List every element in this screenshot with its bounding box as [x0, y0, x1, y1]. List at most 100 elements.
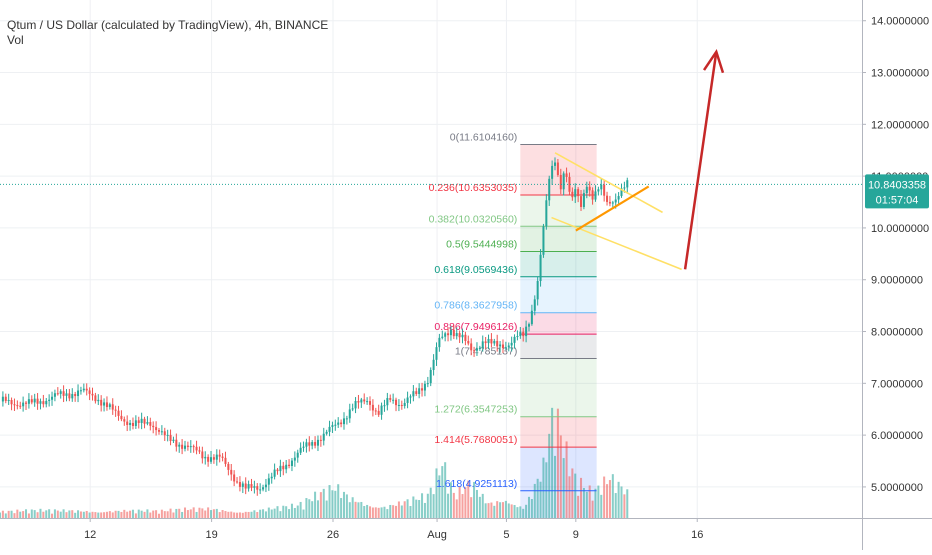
- volume-bar: [403, 501, 406, 518]
- volume-bar: [82, 511, 85, 518]
- candle: [74, 391, 77, 402]
- candle: [366, 397, 369, 405]
- candle: [175, 433, 178, 452]
- channel-upper-line: [554, 152, 663, 214]
- volume-bar: [562, 458, 565, 518]
- candle-body: [88, 390, 91, 394]
- volume-bar: [19, 511, 22, 518]
- candle-body: [111, 404, 114, 410]
- volume-bar: [56, 510, 59, 518]
- candle: [230, 463, 233, 481]
- volume-bar: [568, 476, 571, 518]
- candle-body: [33, 398, 36, 403]
- volume-bar: [140, 510, 143, 518]
- time-axis-label: 5: [503, 529, 509, 541]
- volume-bar: [100, 512, 103, 518]
- volume-bar: [163, 511, 166, 518]
- volume-bar: [48, 509, 51, 518]
- volume-bar: [467, 480, 470, 518]
- fib-level-label: 0.382(10.0320560): [429, 213, 518, 225]
- candle-body: [626, 180, 629, 188]
- candle-body: [559, 174, 562, 190]
- candle-body: [77, 390, 80, 397]
- volume-bar: [504, 500, 507, 518]
- candle: [496, 334, 499, 352]
- price-axis-label: 13.0000000: [871, 68, 929, 80]
- volume-bar: [88, 512, 91, 518]
- candle-body: [166, 434, 169, 436]
- volume-bar: [447, 493, 450, 518]
- candle: [94, 392, 97, 404]
- volume-bar: [212, 509, 215, 518]
- candle: [432, 354, 435, 376]
- volume-bar: [51, 513, 54, 518]
- candle: [551, 160, 554, 185]
- volume-bar: [351, 497, 354, 518]
- candle: [163, 427, 166, 442]
- volume-bar: [169, 508, 172, 518]
- candle-body: [519, 331, 522, 337]
- candle: [108, 402, 111, 410]
- candle: [588, 181, 591, 197]
- volume-bar: [421, 493, 424, 518]
- volume-bar: [426, 493, 429, 518]
- volume-bar: [368, 506, 372, 518]
- candle: [354, 397, 357, 414]
- candle-body: [253, 486, 256, 488]
- candle: [386, 392, 389, 411]
- candle-body: [608, 201, 611, 204]
- volume-bar: [519, 506, 522, 518]
- volume-bar: [522, 508, 525, 518]
- candle-body: [308, 442, 311, 446]
- candle-body: [473, 350, 476, 352]
- candle: [525, 320, 528, 343]
- volume-bar: [470, 497, 473, 518]
- candle-body: [218, 454, 221, 457]
- volume-bar: [496, 501, 499, 518]
- candle: [233, 470, 236, 487]
- candle: [91, 387, 94, 401]
- candle: [400, 400, 403, 410]
- candle: [227, 461, 230, 476]
- candle-body: [4, 396, 7, 401]
- candle: [250, 478, 253, 492]
- candle: [152, 421, 155, 434]
- volume-bar: [432, 494, 435, 518]
- volume-bar: [551, 407, 554, 518]
- candle-body: [39, 401, 42, 404]
- candle: [10, 397, 13, 411]
- candle-body: [478, 347, 481, 349]
- candle-body: [172, 439, 175, 442]
- fib-zone: [520, 195, 597, 227]
- candle-body: [513, 336, 516, 343]
- candle: [597, 186, 600, 196]
- candle-body: [580, 196, 583, 207]
- volume-bar: [530, 499, 533, 518]
- volume-bar: [449, 482, 452, 518]
- candle-body: [409, 396, 412, 398]
- candle: [501, 339, 504, 353]
- candle-body: [415, 391, 418, 395]
- candle: [438, 333, 441, 352]
- candle: [418, 383, 421, 399]
- candle-body: [423, 383, 426, 391]
- candle-body: [461, 334, 464, 338]
- volume-bar: [204, 510, 207, 518]
- candle: [441, 330, 444, 340]
- candle-body: [571, 191, 574, 198]
- candle-body: [25, 402, 28, 404]
- candle-body: [282, 465, 285, 470]
- volume-bar: [603, 476, 606, 518]
- time-axis-bg: [0, 518, 862, 550]
- candle: [270, 472, 273, 484]
- candle-body: [97, 399, 100, 402]
- volume-bar: [340, 498, 343, 518]
- volume-bar: [371, 507, 374, 518]
- volume-bar: [337, 484, 340, 518]
- candle: [207, 454, 210, 467]
- candle-body: [426, 383, 429, 385]
- candle: [247, 480, 250, 492]
- candle-body: [348, 409, 351, 419]
